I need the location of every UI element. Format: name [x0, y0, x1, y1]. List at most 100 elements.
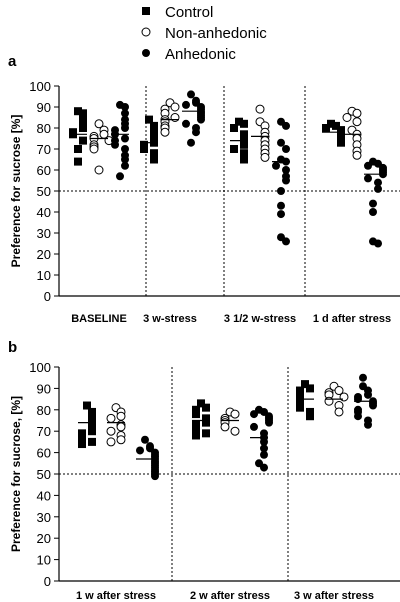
data-point-control: [202, 403, 210, 412]
legend-marker-non-anhedonic: [141, 27, 151, 37]
data-point-anhedonic: [282, 237, 290, 246]
y-tick-label: 90: [37, 381, 51, 396]
data-point-non-anhedonic: [94, 165, 104, 175]
data-point-anhedonic: [250, 422, 258, 431]
data-point-anhedonic: [364, 390, 372, 399]
data-point-control: [306, 384, 314, 393]
data-point-control: [192, 410, 200, 419]
data-point-anhedonic: [136, 446, 144, 455]
data-point-non-anhedonic: [334, 386, 344, 396]
y-tick-label: 20: [37, 247, 51, 262]
data-point-control: [192, 425, 200, 434]
panel-b: b Preference for sucrose, [%] 0 10 20 30 40 50 6…: [8, 339, 400, 602]
data-point-control: [296, 399, 304, 408]
data-point-anhedonic: [364, 174, 372, 183]
y-tick-label: 90: [37, 100, 51, 115]
y-tick-label: 20: [37, 531, 51, 546]
x-group-label: 2 w after stress: [190, 590, 270, 602]
data-point-non-anhedonic: [106, 413, 116, 423]
x-group-label: BASELINE: [71, 313, 127, 325]
data-point-non-anhedonic: [170, 102, 180, 112]
data-point-control: [150, 126, 158, 135]
data-point-control: [197, 399, 205, 408]
y-tick-label: 100: [29, 360, 51, 375]
data-point-control: [145, 115, 153, 124]
data-point-anhedonic: [369, 208, 377, 216]
data-point-anhedonic: [265, 418, 273, 427]
data-point-anhedonic: [374, 239, 382, 248]
data-point-non-anhedonic: [230, 426, 240, 436]
data-point-control: [240, 149, 248, 158]
data-point-non-anhedonic: [339, 392, 349, 402]
x-group-label: 1 w after stress: [76, 590, 156, 602]
data-point-control: [192, 431, 200, 440]
y-tick-label: 30: [37, 510, 51, 525]
legend: Control Non-anhedonic Anhedonic: [141, 4, 267, 63]
data-point-control: [240, 119, 248, 128]
data-point-control: [88, 414, 96, 423]
data-point-control: [88, 422, 96, 431]
panel-letter: a: [8, 53, 17, 70]
data-point-control: [230, 124, 238, 132]
data-point-control: [78, 433, 86, 442]
data-point-control: [230, 145, 238, 153]
data-point-control: [202, 418, 210, 427]
y-tick-label: 50: [37, 184, 51, 199]
data-point-anhedonic: [379, 170, 387, 179]
data-point-control: [88, 427, 96, 436]
data-point-control: [74, 145, 82, 153]
data-point-control: [83, 401, 91, 410]
x-group-label: 1 d after stress: [313, 313, 391, 325]
data-point-non-anhedonic: [342, 113, 352, 122]
x-group-label: 3 w-stress: [143, 313, 197, 325]
y-axis-label: Preference for sucrose [%]: [9, 115, 23, 268]
y-tick-label: 30: [37, 226, 51, 241]
data-point-control: [79, 136, 87, 145]
data-point-anhedonic: [197, 115, 205, 124]
data-point-anhedonic: [182, 100, 190, 109]
x-group-label: 3 1/2 w-stress: [224, 313, 296, 325]
data-point-control: [150, 149, 158, 158]
y-tick-label: 60: [37, 446, 51, 461]
data-point-control: [88, 437, 96, 446]
data-point-control: [192, 405, 200, 414]
data-point-control: [202, 414, 210, 423]
data-point-control: [192, 420, 200, 429]
data-point-anhedonic: [277, 210, 285, 219]
data-point-control: [74, 157, 82, 166]
data-point-anhedonic: [277, 138, 285, 147]
y-tick-label: 70: [37, 142, 51, 157]
data-point-anhedonic: [192, 128, 200, 137]
data-point-anhedonic: [121, 145, 129, 153]
data-point-anhedonic: [121, 161, 129, 170]
data-point-non-anhedonic: [160, 127, 170, 137]
data-point-control: [240, 155, 248, 164]
data-point-anhedonic: [282, 166, 290, 174]
data-point-anhedonic: [151, 472, 159, 481]
data-point-control: [140, 140, 148, 149]
y-tick-label: 50: [37, 467, 51, 482]
data-point-control: [306, 407, 314, 416]
data-point-anhedonic: [187, 138, 195, 147]
y-tick-label: 80: [37, 403, 51, 418]
data-point-anhedonic: [369, 401, 377, 410]
data-point-non-anhedonic: [352, 150, 362, 160]
data-point-control: [301, 380, 309, 389]
data-point-control: [79, 124, 87, 132]
data-point-anhedonic: [121, 134, 129, 143]
data-point-non-anhedonic: [352, 117, 362, 127]
panel-letter: b: [8, 339, 17, 356]
data-point-control: [79, 109, 87, 118]
data-point-control: [296, 392, 304, 401]
data-point-control: [240, 140, 248, 149]
data-point-anhedonic: [277, 201, 285, 210]
data-point-control: [296, 403, 304, 412]
data-point-anhedonic: [354, 412, 362, 421]
data-point-anhedonic: [187, 90, 195, 99]
data-point-anhedonic: [354, 395, 362, 404]
data-point-non-anhedonic: [106, 437, 116, 447]
y-tick-label: 10: [37, 268, 51, 283]
data-point-control: [78, 440, 86, 449]
data-point-anhedonic: [282, 121, 290, 130]
